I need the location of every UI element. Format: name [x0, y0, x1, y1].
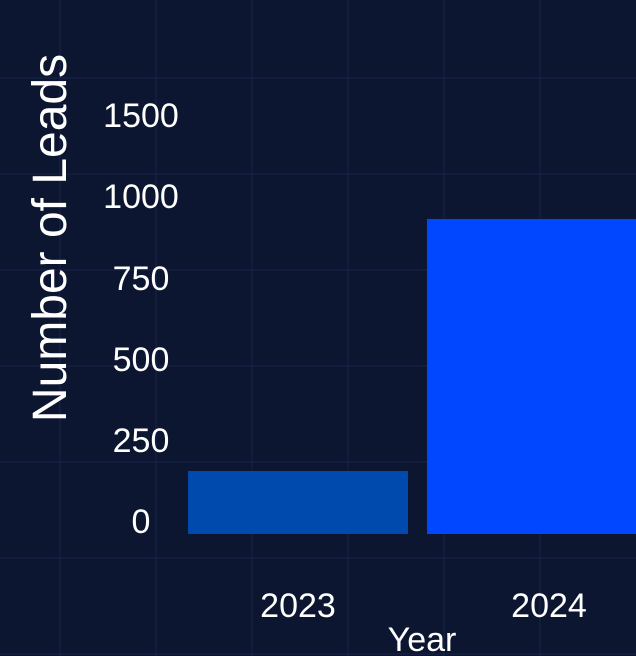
y-tick-label: 1000 [103, 178, 179, 216]
y-tick-label: 1500 [103, 97, 179, 135]
x-tick-labels: 2023 2024 [260, 587, 587, 625]
y-axis-title: Number of Leads [24, 54, 77, 422]
bar-2023 [188, 471, 408, 534]
x-tick-label: 2024 [511, 587, 587, 625]
bars [188, 219, 636, 534]
x-axis-title: Year [388, 621, 457, 656]
y-tick-label: 0 [132, 503, 151, 541]
y-tick-labels: 0 250 500 750 1000 1500 [103, 97, 179, 541]
y-tick-label: 500 [113, 341, 170, 379]
x-tick-label: 2023 [260, 587, 336, 625]
y-tick-label: 250 [113, 422, 170, 460]
bar-2024 [427, 219, 636, 534]
y-tick-label: 750 [113, 260, 170, 298]
